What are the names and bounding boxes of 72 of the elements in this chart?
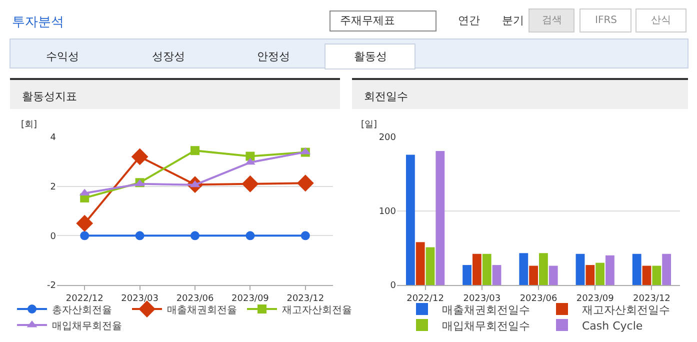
text: 분기 bbox=[502, 14, 524, 27]
y-tick-label: 0 bbox=[390, 281, 396, 292]
bar bbox=[539, 253, 548, 285]
legend-label: 재고자산회전율 bbox=[282, 304, 352, 316]
legend-label: 매출채권회전율 bbox=[167, 304, 237, 316]
point bbox=[131, 148, 148, 166]
legend-label: 매입채무회전율 bbox=[52, 320, 122, 332]
x-tick-label: 2022/12 bbox=[406, 294, 444, 304]
point bbox=[80, 231, 90, 240]
chart-title: 회전일수 bbox=[364, 90, 408, 103]
bar bbox=[519, 253, 528, 285]
bar bbox=[529, 266, 538, 285]
point bbox=[246, 231, 255, 240]
y-axis-title: [일] bbox=[361, 120, 378, 130]
point bbox=[245, 158, 256, 165]
y-tick-label: 100 bbox=[378, 207, 396, 218]
chart-title: 활동성지표 bbox=[22, 90, 77, 103]
point bbox=[190, 146, 200, 156]
bar bbox=[632, 254, 642, 285]
bar bbox=[416, 242, 425, 285]
legend-label: 매입채무회전일수 bbox=[442, 319, 530, 332]
bar bbox=[596, 262, 605, 285]
text: 검색 bbox=[542, 15, 562, 26]
text: 안정성 bbox=[257, 50, 290, 63]
y-axis-title: [회] bbox=[21, 120, 38, 130]
x-tick-label: 2023/03 bbox=[121, 294, 158, 304]
x-tick-label: 2023/09 bbox=[576, 294, 614, 304]
bar bbox=[426, 247, 435, 285]
bar bbox=[662, 254, 672, 285]
point bbox=[135, 231, 144, 240]
y-tick-label: -2 bbox=[47, 281, 56, 292]
text: 수익성 bbox=[46, 50, 79, 63]
bar bbox=[482, 254, 492, 285]
x-tick-label: 2023/06 bbox=[520, 294, 558, 304]
point bbox=[246, 152, 255, 161]
y-tick-label: 4 bbox=[50, 133, 56, 144]
point bbox=[296, 174, 314, 192]
point bbox=[190, 231, 200, 240]
text: 활동성 bbox=[354, 50, 387, 63]
y-tick-label: 2 bbox=[50, 182, 56, 192]
bar bbox=[642, 266, 652, 285]
bar bbox=[548, 266, 558, 285]
point bbox=[242, 175, 259, 192]
y-tick-label: 0 bbox=[50, 232, 56, 242]
x-tick-label: 2022/12 bbox=[66, 294, 104, 304]
y-tick-label: 200 bbox=[378, 133, 396, 144]
bar bbox=[492, 265, 502, 285]
legend-label: Cash Cycle bbox=[582, 319, 643, 332]
bar bbox=[436, 151, 445, 285]
bar bbox=[606, 255, 614, 285]
text: 성장성 bbox=[152, 50, 185, 63]
text: 연간 bbox=[458, 14, 480, 27]
bar bbox=[652, 266, 662, 285]
text: 산식 bbox=[651, 15, 671, 26]
text: IFRS bbox=[595, 15, 617, 26]
bar bbox=[576, 254, 585, 285]
x-tick-label: 2023/12 bbox=[286, 294, 324, 304]
point bbox=[300, 231, 310, 240]
text: 투자분석 bbox=[12, 15, 64, 30]
legend-label: 재고자산회전일수 bbox=[582, 303, 670, 316]
x-tick-label: 2023/09 bbox=[232, 294, 270, 304]
x-tick-label: 2023/12 bbox=[633, 294, 670, 304]
legend-label: 매출채권회전일수 bbox=[442, 303, 530, 316]
text: 주재무제표 bbox=[340, 14, 395, 27]
bar bbox=[586, 265, 595, 285]
bar bbox=[462, 265, 472, 285]
point bbox=[76, 214, 94, 232]
bar bbox=[406, 154, 415, 285]
x-tick-label: 2023/03 bbox=[463, 294, 501, 304]
bar bbox=[472, 254, 482, 285]
x-tick-label: 2023/06 bbox=[176, 294, 214, 304]
legend-label: 총자산회전율 bbox=[52, 304, 112, 316]
